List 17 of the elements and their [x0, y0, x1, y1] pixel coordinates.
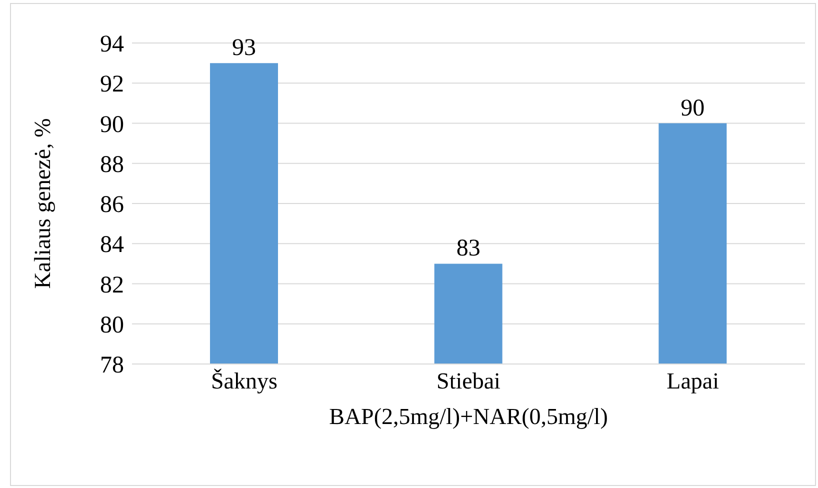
y-tick-label: 78 [100, 352, 124, 379]
y-tick-label: 94 [100, 32, 124, 58]
x-tick-label: Lapai [666, 368, 720, 394]
y-axis-title: Kaliaus genezė, % [30, 118, 56, 289]
y-tick-label: 82 [100, 272, 124, 298]
y-tick-label: 84 [100, 232, 124, 258]
x-tick-label: Stiebai [436, 368, 500, 394]
data-label: 90 [680, 95, 705, 122]
y-tick-label: 92 [100, 72, 124, 98]
y-tick-label: 90 [100, 112, 124, 138]
data-label: 93 [232, 35, 256, 62]
x-axis-title: BAP(2,5mg/l)+NAR(0,5mg/l) [329, 404, 608, 429]
y-tick-label: 86 [100, 192, 124, 218]
data-label: 83 [456, 236, 480, 262]
y-tick-label: 80 [100, 312, 124, 338]
y-tick-label: 88 [100, 152, 124, 178]
x-tick-label: Šaknys [210, 368, 278, 394]
